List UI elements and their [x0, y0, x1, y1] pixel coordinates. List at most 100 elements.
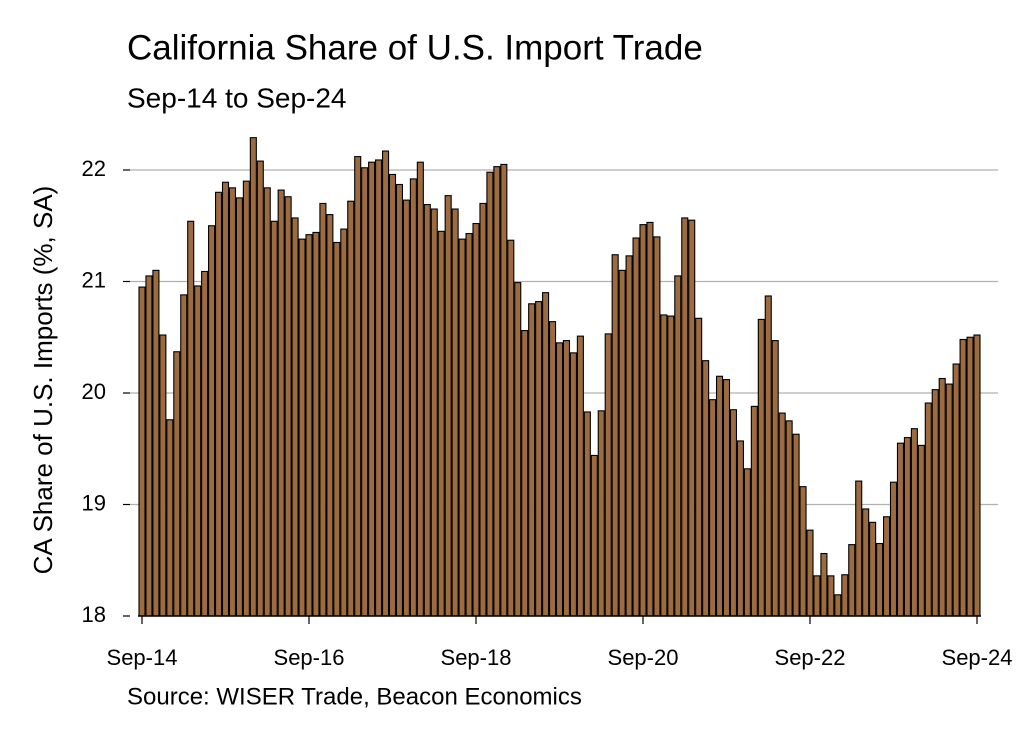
bar [263, 187, 271, 617]
bar [221, 181, 230, 617]
x-tick-label: Sep-22 [775, 645, 846, 670]
y-tick-label: 22 [82, 156, 106, 181]
bar [924, 402, 932, 617]
bar [576, 335, 584, 617]
bar [201, 270, 209, 617]
bar [180, 294, 188, 617]
bar [472, 222, 480, 617]
bar [952, 363, 960, 617]
bar [402, 199, 410, 617]
bar [451, 208, 459, 617]
bar [945, 383, 953, 617]
bar [562, 340, 571, 617]
bar [743, 468, 751, 617]
bar [493, 166, 501, 617]
bar [799, 486, 807, 617]
bar [270, 220, 278, 617]
bar [256, 160, 264, 617]
x-tick-label: Sep-14 [107, 645, 178, 670]
bar [368, 161, 376, 617]
bar [604, 333, 612, 617]
bar [889, 481, 898, 617]
bar [876, 542, 884, 617]
bar [305, 234, 313, 617]
bar [194, 285, 202, 617]
bar [917, 444, 925, 617]
bar [326, 214, 334, 617]
x-tick-label: Sep-18 [441, 645, 512, 670]
bar [416, 161, 424, 617]
bar [166, 419, 174, 617]
bar [409, 178, 417, 617]
bar [778, 412, 786, 617]
bar [757, 318, 765, 617]
source-note: Source: WISER Trade, Beacon Economics [127, 683, 582, 710]
y-tick-label: 20 [82, 379, 106, 404]
bar [820, 553, 828, 617]
bar [319, 202, 327, 617]
bar [827, 575, 835, 617]
bar [966, 336, 974, 617]
chart-subtitle: Sep-14 to Sep-24 [127, 82, 347, 113]
bar [931, 389, 939, 617]
bar [611, 254, 619, 617]
bar [715, 375, 724, 617]
bar [159, 334, 167, 617]
bar [632, 237, 640, 617]
bar [973, 334, 981, 617]
bar [667, 315, 675, 617]
bar [298, 238, 306, 617]
bar [764, 295, 772, 617]
bar [597, 410, 605, 617]
bar [646, 221, 654, 617]
bar [548, 321, 557, 617]
bar [152, 269, 160, 617]
bar [437, 230, 445, 617]
bar [910, 428, 918, 617]
bar [862, 508, 870, 617]
bar [312, 231, 320, 617]
bar [959, 338, 967, 617]
bar [569, 352, 577, 617]
y-tick-label: 21 [82, 267, 106, 292]
bar [903, 437, 911, 617]
bar [590, 454, 598, 617]
bar [653, 236, 661, 617]
bar [430, 208, 438, 617]
bar [375, 159, 383, 617]
bar [214, 191, 223, 617]
bar [792, 433, 800, 617]
bar [479, 202, 487, 617]
bar [785, 420, 793, 617]
bar [660, 314, 668, 617]
bar [500, 163, 508, 617]
bar [521, 330, 529, 617]
bar [514, 282, 522, 617]
x-tick-label: Sep-24 [942, 645, 1013, 670]
bar [458, 238, 466, 617]
bar [173, 351, 181, 617]
bar [444, 195, 452, 617]
bar [639, 224, 647, 617]
bar [695, 317, 703, 617]
bar [896, 442, 905, 617]
bar [208, 225, 216, 617]
bar [423, 204, 431, 617]
bar [340, 228, 348, 617]
bar [806, 529, 814, 617]
bar [138, 286, 146, 617]
bar [702, 360, 710, 617]
bar [542, 292, 550, 617]
bar [284, 196, 292, 617]
bar [347, 200, 355, 617]
bar [736, 440, 744, 617]
bar [555, 342, 564, 617]
bar [674, 275, 682, 617]
bar [729, 409, 738, 617]
bar [813, 575, 821, 617]
bar [869, 521, 877, 617]
bar [354, 156, 362, 617]
bar [681, 217, 689, 617]
bar [361, 167, 369, 617]
